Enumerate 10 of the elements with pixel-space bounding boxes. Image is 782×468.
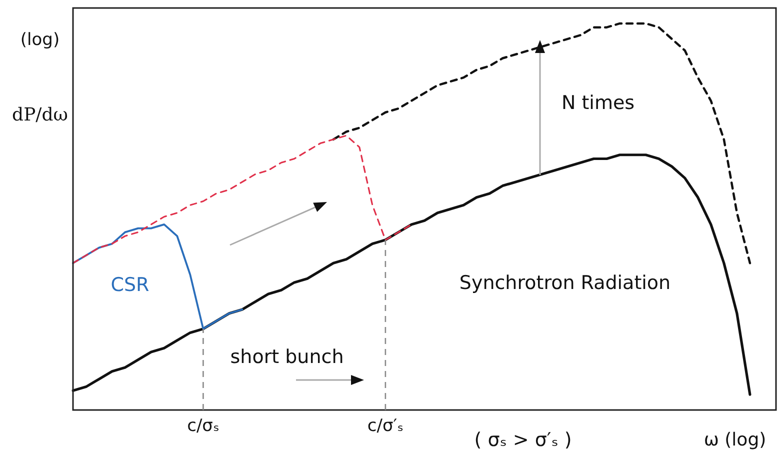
y-axis-title: dP/dω — [11, 104, 69, 126]
annotation: N times — [561, 92, 635, 114]
annotation: short bunch — [230, 346, 344, 368]
text: ( σₛ > σ′ₛ ) — [474, 429, 572, 451]
x-tick-label: c/σₛ — [187, 416, 220, 436]
annotation: CSR — [110, 274, 150, 296]
annotation: Synchrotron Radiation — [459, 272, 671, 294]
x-axis-title: ω (log) — [704, 430, 766, 450]
text: (log) — [20, 30, 60, 50]
x-tick-label: c/σ′ₛ — [367, 416, 404, 436]
